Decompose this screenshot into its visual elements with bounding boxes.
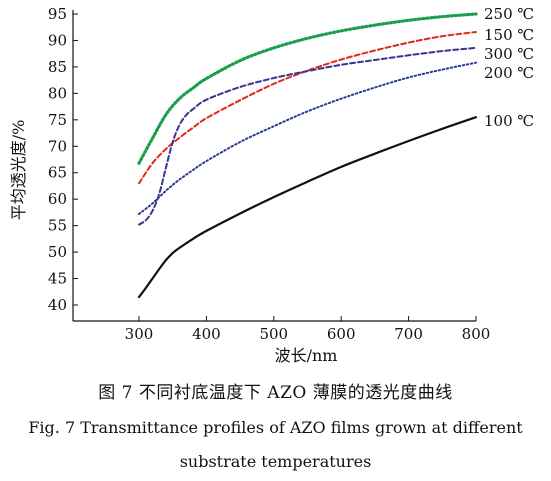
y-tick-label: 50 [48,243,67,261]
y-tick-label: 40 [48,296,67,314]
y-tick-label: 70 [48,137,67,155]
axes: 40 45 50 55 60 65 70 75 80 85 90 95 300 400 500 600 700 8… [48,5,490,343]
figure-caption-english-line-2: substrate temperatures [179,452,372,471]
x-axis-title: 波长/nm [275,346,338,365]
x-tick-label: 800 [462,325,491,343]
y-tick-label: 95 [48,5,67,23]
figure-caption-english-line-1: Fig. 7 Transmittance profiles of AZO fil… [28,418,523,437]
x-tick-label: 400 [192,325,221,343]
y-axis-title: 平均透光度/% [9,120,28,221]
y-tick-label: 45 [48,270,67,288]
y-tick-label: 60 [48,190,67,208]
series-line [137,12,478,165]
series-label: 100 ℃ [484,112,534,130]
x-tick-label: 300 [125,325,154,343]
y-tick-label: 80 [48,84,67,102]
y-tick-label: 90 [48,31,67,49]
x-tick-label: 600 [327,325,356,343]
y-tick-label: 75 [48,111,67,129]
y-tick-label: 85 [48,58,67,76]
figure-caption-chinese: 图 7 不同衬底温度下 AZO 薄膜的透光度曲线 [98,383,453,403]
series-line [137,116,478,299]
series-label: 200 ℃ [484,64,534,82]
y-tick-label: 55 [48,217,67,235]
transmittance-chart: 40 45 50 55 60 65 70 75 80 85 90 95 300 400 500 600 700 8… [9,5,534,365]
series-line [138,61,477,215]
series-label: 300 ℃ [484,45,534,63]
series-line [138,46,477,226]
x-tick-label: 500 [259,325,288,343]
series-label: 150 ℃ [484,26,534,44]
series-lines [137,12,478,299]
series-label: 250 ℃ [484,5,534,23]
y-tick-label: 65 [48,164,67,182]
x-tick-label: 700 [394,325,423,343]
series-line [138,31,477,185]
